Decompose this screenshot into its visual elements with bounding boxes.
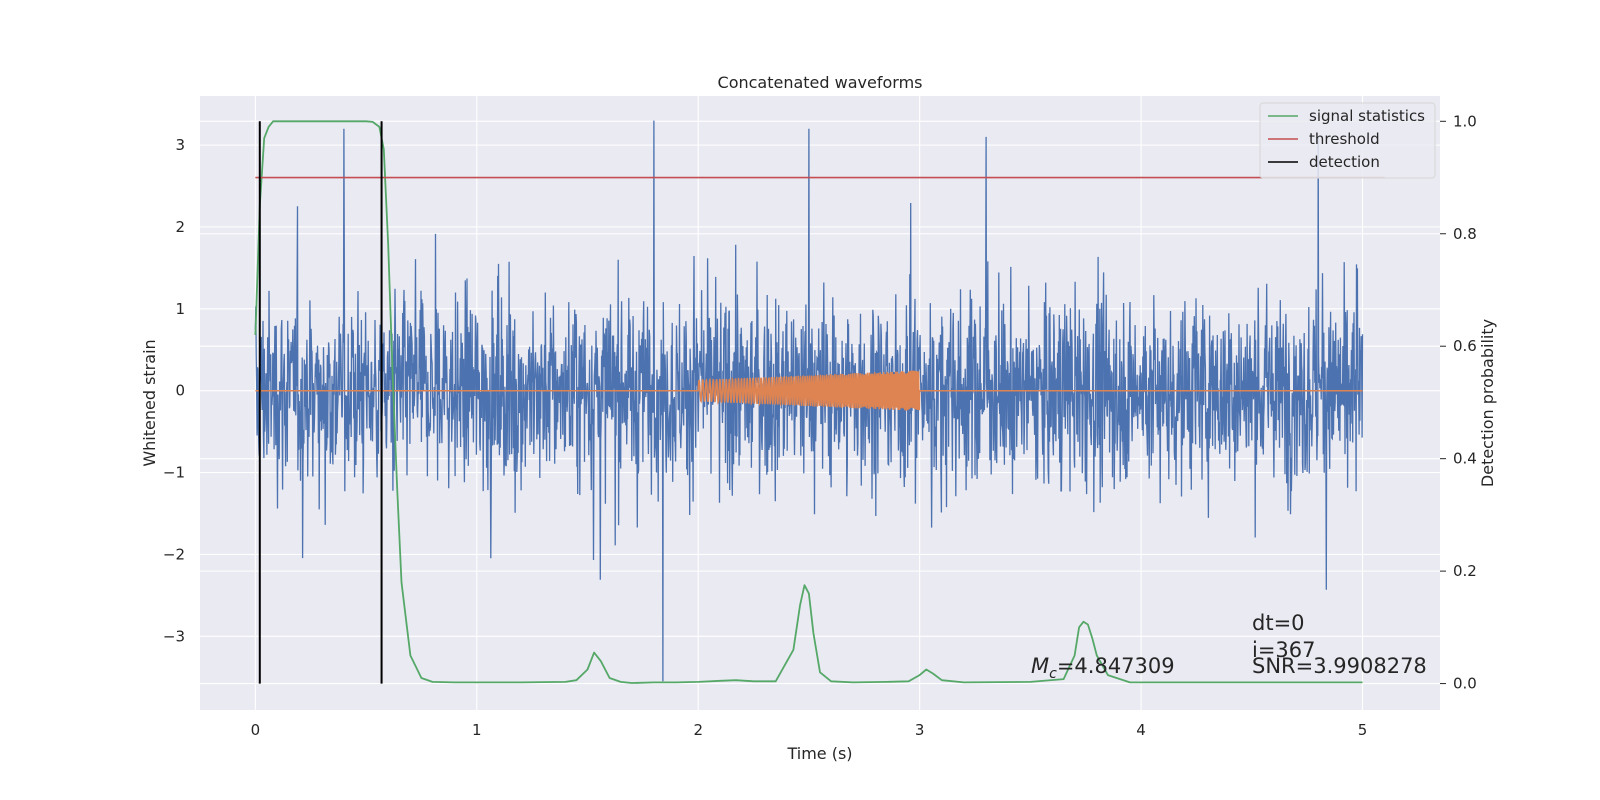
annotation-mc-value: =4.847309 — [1057, 654, 1175, 678]
series-noise-line — [254, 120, 1364, 682]
x-tick-labels: 0 1 2 3 4 5 — [251, 721, 1368, 739]
y2-tick-label: 0.6 — [1453, 337, 1477, 355]
y-tick-label: −3 — [163, 627, 185, 645]
y-tick-label: 3 — [175, 136, 185, 154]
y-tick-label: −2 — [163, 545, 185, 563]
y2-tick-label: 1.0 — [1453, 112, 1477, 130]
y2-tick-label: 0.0 — [1453, 675, 1477, 693]
y2-axis-label: Detection probability — [1478, 319, 1497, 487]
y-tick-label: 1 — [175, 300, 185, 318]
series-signal-statistics-line — [254, 120, 1363, 684]
x-tick-label: 3 — [915, 721, 925, 739]
legend-label-detection: detection — [1309, 153, 1380, 171]
x-tick-label: 0 — [251, 721, 261, 739]
annotation-i: i=367 — [1252, 638, 1316, 662]
y2-tick-label: 0.2 — [1453, 562, 1477, 580]
y2-tick-label: 0.8 — [1453, 225, 1477, 243]
x-tick-label: 2 — [693, 721, 703, 739]
legend[interactable]: signal statistics threshold detection — [1259, 102, 1436, 179]
x-tick-label: 4 — [1136, 721, 1146, 739]
legend-label-threshold: threshold — [1309, 130, 1380, 148]
annotation-snr: SNR=3.9908278 — [1252, 654, 1427, 678]
y-tick-labels: −3 −2 −1 0 1 2 3 — [163, 136, 185, 645]
annotations: Mc=4.847309 dt=0 i=367 SNR=3.9908278 — [1031, 611, 1427, 682]
y-axis-label: Whitened strain — [140, 339, 159, 466]
x-tick-label: 1 — [472, 721, 482, 739]
chart-title: Concatenated waveforms — [718, 73, 923, 92]
x-axis-label: Time (s) — [786, 744, 852, 763]
annotation-dt: dt=0 — [1252, 611, 1305, 635]
series-layer — [254, 120, 1385, 684]
legend-box — [1259, 102, 1436, 179]
y-tick-label: −1 — [163, 464, 185, 482]
x-tick-label: 5 — [1358, 721, 1368, 739]
y-tick-label: 2 — [175, 218, 185, 236]
series-chirp-line — [255, 370, 1363, 411]
y2-tick-label: 0.4 — [1453, 450, 1477, 468]
y-tick-label: 0 — [175, 382, 185, 400]
annotation-mc: Mc=4.847309 — [1031, 654, 1175, 682]
y2-tick-labels: 0.0 0.2 0.4 0.6 0.8 1.0 — [1440, 112, 1477, 693]
legend-label-signal-statistics: signal statistics — [1309, 107, 1425, 125]
